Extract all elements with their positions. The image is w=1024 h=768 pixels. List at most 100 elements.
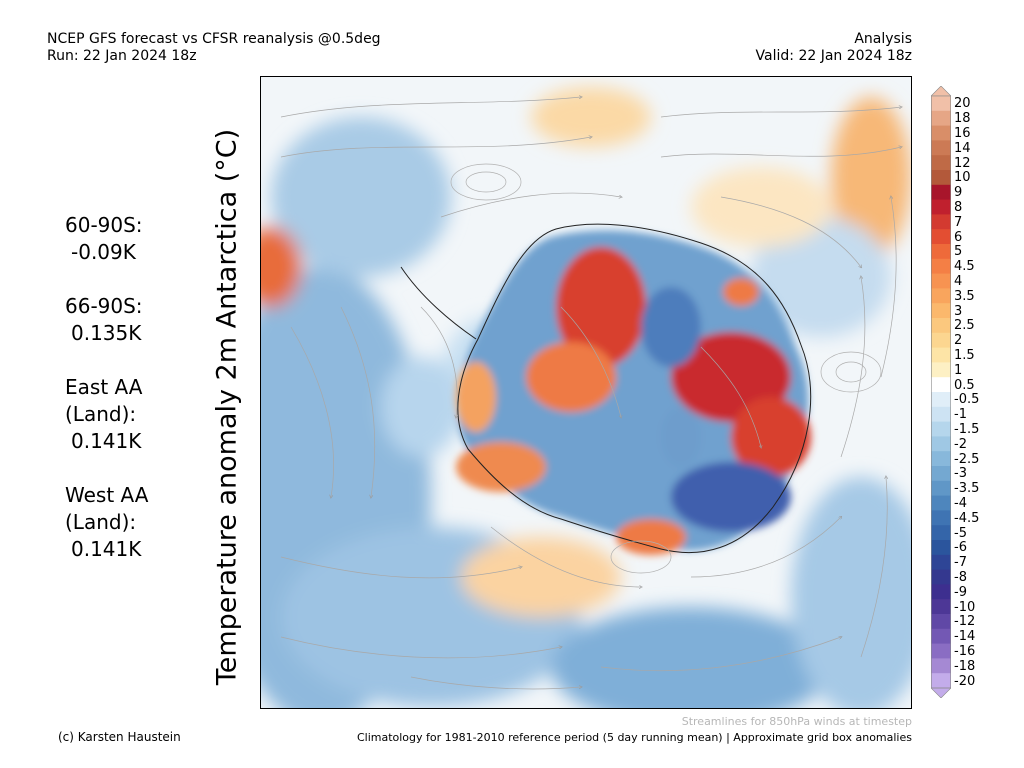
colorbar-level-label: -1.5 [954, 422, 980, 437]
stats-panel: 60-90S: -0.09K 66-90S: 0.135K East AA (L… [65, 212, 148, 590]
colorbar-arrow-bottom [931, 687, 951, 698]
colorbar-swatch [931, 673, 951, 689]
colorbar-swatch [931, 125, 951, 141]
stat-value: 0.135K [71, 321, 142, 345]
colorbar-swatch [931, 643, 951, 659]
colorbar-level-label: -8 [954, 570, 967, 585]
colorbar-swatch [931, 140, 951, 156]
y-axis-label: Temperature anomaly 2m Antarctica (°C) [211, 128, 243, 686]
colorbar-level-label: -20 [954, 673, 976, 689]
valid-time: Valid: 22 Jan 2024 18z [755, 48, 912, 64]
colorbar-swatch [931, 258, 951, 274]
header-right: Analysis Valid: 22 Jan 2024 18z [756, 31, 912, 65]
anomaly-map[interactable] [260, 76, 912, 709]
header-left: NCEP GFS forecast vs CFSR reanalysis @0.… [47, 31, 381, 65]
colorbar-swatch [931, 421, 951, 437]
colorbar-swatch [931, 658, 951, 674]
colorbar-swatch [931, 569, 951, 585]
colorbar-swatch [931, 554, 951, 570]
colorbar-swatch [931, 214, 951, 230]
colorbar-level-label: 18 [954, 111, 971, 127]
colorbar-level-label: -4 [954, 496, 967, 511]
colorbar-level-label: 8 [954, 200, 963, 215]
colorbar-level-label: -2.5 [954, 451, 980, 467]
colorbar-swatch [931, 362, 951, 378]
colorbar-swatch [931, 244, 951, 260]
antarctica-anomaly-field [456, 230, 811, 555]
colorbar-level-label: -12 [954, 614, 976, 630]
analysis-type: Analysis [854, 31, 912, 47]
colorbar-swatch [931, 288, 951, 304]
colorbar-arrow-top [931, 86, 951, 97]
colorbar-level-label: 14 [954, 140, 971, 156]
colorbar-level-label: 3 [954, 303, 963, 319]
colorbar-level-label: 9 [954, 185, 963, 201]
colorbar-level-label: 2 [954, 333, 963, 349]
stat-60-90s: 60-90S: -0.09K [65, 212, 148, 266]
colorbar-swatch [931, 406, 951, 422]
stat-value: 0.141K [71, 429, 142, 453]
colorbar-outline [931, 95, 951, 689]
stat-west-aa: West AA (Land): 0.141K [65, 482, 148, 563]
model-title: NCEP GFS forecast vs CFSR reanalysis @0.… [47, 31, 381, 47]
colorbar-level-label: 7 [954, 214, 963, 230]
colorbar-swatch [931, 628, 951, 644]
colorbar-swatch [931, 480, 951, 496]
colorbar-level-label: -5 [954, 525, 967, 541]
colorbar-level-label: -3.5 [954, 481, 980, 497]
streamline-note: Streamlines for 850hPa winds at timestep [681, 715, 912, 728]
colorbar-swatch [931, 155, 951, 171]
colorbar-swatch [931, 599, 951, 615]
colorbar-swatch [931, 96, 951, 112]
colorbar-swatch [931, 229, 951, 245]
wind-vortices [450, 163, 882, 574]
credit: (c) Karsten Haustein [58, 730, 181, 744]
colorbar-level-label: 0.5 [954, 377, 975, 393]
colorbar-level-label: 12 [954, 155, 971, 171]
colorbar-level-label: 3.5 [954, 288, 975, 304]
colorbar-level-label: 16 [954, 126, 971, 141]
colorbar-level-label: -7 [954, 555, 967, 571]
colorbar-swatch [931, 436, 951, 452]
stat-label-line: (Land): [65, 510, 137, 534]
colorbar-level-label: 2.5 [954, 318, 975, 334]
colorbar-level-label: -2 [954, 436, 967, 452]
colorbar-swatch [931, 184, 951, 200]
colorbar-swatch [931, 451, 951, 467]
stat-value: 0.141K [71, 537, 142, 561]
colorbar-swatch [931, 332, 951, 348]
colorbar-level-label: 5 [954, 244, 963, 260]
colorbar-level-label: -1 [954, 407, 967, 423]
colorbar-level-label: 1 [954, 362, 963, 378]
colorbar-swatch [931, 510, 951, 526]
colorbar-level-label: -9 [954, 584, 967, 600]
colorbar-level-label: 4 [954, 274, 963, 289]
colorbar-swatch [931, 347, 951, 363]
colorbar-swatches [931, 86, 951, 698]
colorbar-swatch [931, 303, 951, 319]
antarctica-coastline [457, 223, 812, 554]
stat-66-90s: 66-90S: 0.135K [65, 293, 148, 347]
colorbar-level-label: 20 [954, 96, 971, 112]
colorbar-swatch [931, 377, 951, 393]
colorbar-swatch [931, 525, 951, 541]
colorbar-level-label: -0.5 [954, 392, 980, 408]
wind-streamlines [280, 97, 901, 690]
colorbar-swatch [931, 170, 951, 186]
run-time: Run: 22 Jan 2024 18z [47, 48, 197, 64]
colorbar-level-label: 4.5 [954, 259, 975, 275]
colorbar-swatch [931, 614, 951, 630]
colorbar-swatch [931, 318, 951, 334]
colorbar-swatch [931, 273, 951, 289]
colorbar-level-label: -4.5 [954, 510, 980, 526]
stat-label-line: West AA [65, 483, 149, 507]
colorbar-swatch [931, 199, 951, 215]
colorbar-level-label: -16 [954, 644, 976, 659]
colorbar-level-label: -10 [954, 599, 976, 615]
colorbar-level-label: 6 [954, 229, 963, 245]
colorbar-level-label: -3 [954, 466, 967, 482]
stat-label: 66-90S: [65, 294, 143, 318]
stat-label: 60-90S: [65, 213, 143, 237]
colorbar-level-label: 10 [954, 170, 971, 186]
colorbar-swatch [931, 584, 951, 600]
